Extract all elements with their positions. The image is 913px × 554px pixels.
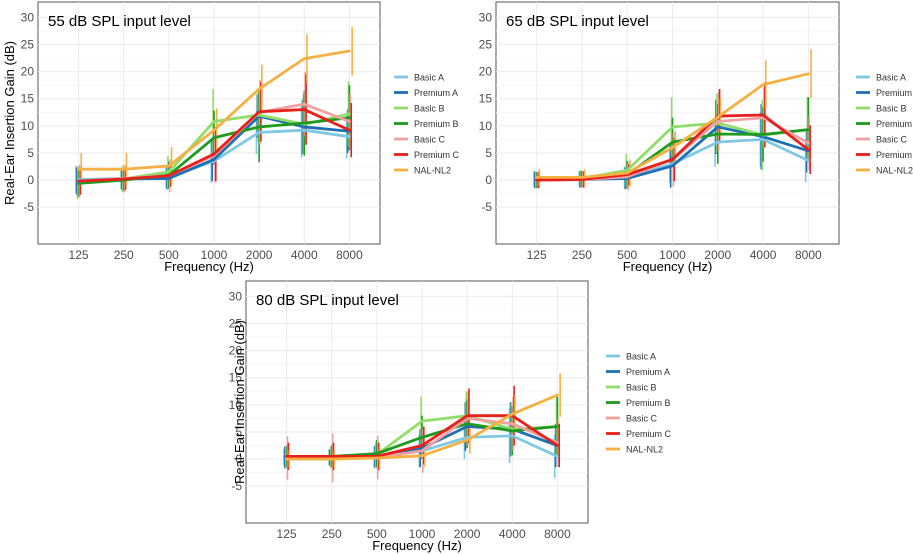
legend-entry-basic-a: Basic A: [876, 73, 906, 83]
legend-entry-nal-nl2: NAL-NL2: [626, 445, 663, 455]
y-tick-label: 5: [485, 146, 492, 160]
legend-entry-premium-a: Premium A: [626, 367, 670, 377]
legend-entry-basic-c: Basic C: [414, 135, 446, 145]
legend-entry-basic-b: Basic B: [414, 104, 445, 114]
chart-panel-1: -5 0 5 10 15 20 25 30 125 250 500 1000 2000 4000 8000 5…: [2, 1, 460, 274]
legend-entry-basic-b: Basic B: [876, 104, 907, 114]
x-tick-label: 500: [617, 248, 637, 262]
legend-entry-basic-c: Basic C: [626, 414, 658, 424]
x-tick-label: 125: [527, 248, 547, 262]
series-line-nal-nl2: [285, 393, 559, 461]
y-tick-label: 5: [235, 425, 242, 439]
chart-panel-2: -5 0 5 10 15 20 25 30 125 250 500 1000 2000 4000 8000 6…: [479, 1, 913, 274]
x-tick-label: 8000: [544, 527, 571, 541]
x-tick-label: 1000: [409, 527, 436, 541]
panel-frame: [37, 1, 381, 245]
legend-entry-basic-a: Basic A: [414, 73, 444, 83]
legend-entry-basic-c: Basic C: [876, 135, 908, 145]
x-tick-label: 125: [277, 527, 297, 541]
x-tick-label: 8000: [795, 248, 822, 262]
series-line-premium-c: [285, 414, 559, 458]
panel-frame: [245, 280, 589, 524]
y-tick-label: 10: [21, 119, 35, 133]
x-tick-label: 2000: [704, 248, 731, 262]
y-tick-label: 20: [21, 65, 35, 79]
x-tick-label: 250: [572, 248, 592, 262]
legend-entry-premium-a: Premium A: [414, 88, 458, 98]
y-tick-label: 20: [479, 65, 493, 79]
x-tick-label: 2000: [454, 527, 481, 541]
x-tick-label: 8000: [336, 248, 363, 262]
y-tick-label: 5: [27, 146, 34, 160]
x-tick-label: 250: [114, 248, 134, 262]
y-tick-label: -5: [23, 200, 34, 214]
y-tick-label: 30: [479, 10, 493, 24]
y-tick-label: 30: [21, 10, 35, 24]
y-tick-label: 20: [229, 344, 243, 358]
y-tick-label: 25: [21, 38, 35, 52]
legend-entry-premium-c: Premium C: [626, 429, 672, 439]
panel-frame: [495, 1, 840, 245]
chart-panel-3: -5 0 5 10 15 20 25 30 125 250 500 1000 2000 4000 8000 8…: [229, 280, 672, 553]
x-tick-label: 250: [322, 527, 342, 541]
legend-entry-premium-c: Premium C: [876, 150, 913, 160]
x-axis-label: Frequency (Hz): [164, 259, 254, 274]
y-axis-label: Real-Ear Insertion Gain (dB): [232, 320, 247, 484]
legend-entry-premium-b: Premium B: [414, 119, 459, 129]
y-tick-label: 25: [479, 38, 493, 52]
y-tick-label: 30: [229, 289, 243, 303]
y-tick-label: -5: [231, 479, 242, 493]
y-tick-label: 15: [21, 92, 35, 106]
y-tick-label: 15: [229, 371, 243, 385]
chart-title: 80 dB SPL input level: [256, 292, 399, 309]
legend: Basic A Premium A Basic B Premium B Basic C P…: [606, 352, 672, 455]
x-axis-label: Frequency (Hz): [623, 259, 713, 274]
x-tick-label: 500: [367, 527, 387, 541]
chart-title: 65 dB SPL input level: [506, 13, 649, 30]
x-tick-label: 4000: [499, 527, 526, 541]
legend-entry-nal-nl2: NAL-NL2: [414, 166, 451, 176]
y-axis-label: Real-Ear Insertion Gain (dB): [2, 41, 17, 205]
chart-title: 55 dB SPL input level: [48, 13, 191, 30]
legend: Basic A Premium A Basic B Premium B Basic C P…: [856, 73, 913, 176]
x-axis-label: Frequency (Hz): [372, 538, 462, 553]
x-tick-label: 500: [159, 248, 179, 262]
legend-entry-premium-c: Premium C: [414, 150, 460, 160]
legend-entry-premium-a: Premium A: [876, 88, 913, 98]
y-tick-label: -5: [481, 200, 492, 214]
series-line-premium-c: [535, 113, 810, 182]
x-tick-label: 1000: [659, 248, 686, 262]
series-line-nal-nl2: [535, 72, 810, 179]
y-tick-label: 10: [479, 119, 493, 133]
x-tick-label: 4000: [291, 248, 318, 262]
y-tick-label: 0: [27, 173, 34, 187]
y-tick-label: 0: [485, 173, 492, 187]
legend-entry-basic-a: Basic A: [626, 352, 656, 362]
y-tick-label: 25: [229, 317, 243, 331]
x-tick-label: 4000: [750, 248, 777, 262]
legend-entry-premium-b: Premium B: [876, 119, 913, 129]
series-line-nal-nl2: [77, 49, 351, 171]
legend-entry-basic-b: Basic B: [626, 383, 657, 393]
y-tick-label: 0: [235, 452, 242, 466]
x-tick-label: 2000: [246, 248, 273, 262]
series-line-premium-c: [77, 108, 351, 183]
y-tick-label: 15: [479, 92, 493, 106]
x-tick-label: 1000: [201, 248, 228, 262]
x-tick-label: 125: [69, 248, 89, 262]
y-tick-label: 10: [229, 398, 243, 412]
legend-entry-nal-nl2: NAL-NL2: [876, 166, 913, 176]
legend: Basic A Premium A Basic B Premium B Basic C P…: [394, 73, 460, 176]
legend-entry-premium-b: Premium B: [626, 398, 671, 408]
